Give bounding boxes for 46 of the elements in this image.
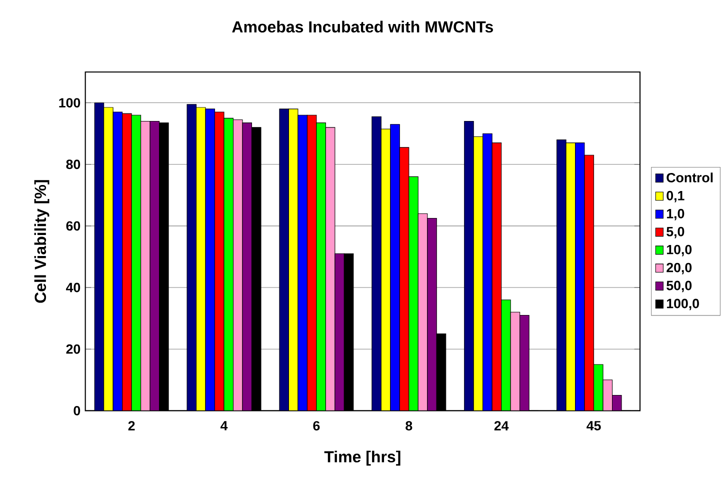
x-tick-label: 4 xyxy=(220,421,228,430)
bar xyxy=(380,128,391,411)
bar xyxy=(408,176,418,411)
y-tick-label: 60 xyxy=(66,221,80,231)
x-tick-label: 8 xyxy=(406,421,412,431)
bar xyxy=(501,300,511,411)
bar xyxy=(242,122,252,411)
y-tick-label: 0 xyxy=(74,406,80,416)
legend-label: 5,0 xyxy=(666,227,684,238)
bar xyxy=(473,136,484,411)
y-axis-title: Cell Viability [%] xyxy=(34,180,50,303)
bar xyxy=(196,107,206,411)
bar xyxy=(556,140,566,411)
bar xyxy=(150,121,160,411)
bar xyxy=(316,122,326,411)
bar xyxy=(131,114,142,411)
x-tick-label: 2 xyxy=(128,421,135,431)
bar xyxy=(566,142,576,411)
bar xyxy=(104,107,114,411)
x-axis-title: Time [hrs] xyxy=(324,450,400,466)
bar xyxy=(520,315,530,411)
bar xyxy=(224,118,234,411)
bar xyxy=(464,121,474,411)
y-tick-label: 20 xyxy=(66,344,80,354)
y-tick-label: 100 xyxy=(59,98,80,108)
y-tick-label: 80 xyxy=(66,160,80,170)
bar xyxy=(372,116,382,411)
bar xyxy=(186,104,197,411)
chart-title: Amoebas Incubated with MWCNTs xyxy=(232,20,493,33)
legend-label: 100,0 xyxy=(666,298,699,310)
x-tick-label: 24 xyxy=(494,421,509,431)
y-tick-label: 40 xyxy=(66,282,80,292)
x-tick-label: 6 xyxy=(313,421,320,431)
bar xyxy=(288,108,298,411)
legend-label: 0,1 xyxy=(666,191,684,202)
legend-label: 1,0 xyxy=(666,209,684,220)
bar xyxy=(334,254,344,411)
bar xyxy=(594,364,604,411)
bar xyxy=(427,218,437,411)
bar xyxy=(94,102,104,411)
legend-label: 50,0 xyxy=(666,280,692,292)
legend-label: 10,0 xyxy=(666,245,692,256)
legend-label: 20,0 xyxy=(666,262,692,274)
x-tick-label: 45 xyxy=(586,421,601,431)
legend-label: Control xyxy=(666,172,713,183)
bar xyxy=(279,108,289,411)
